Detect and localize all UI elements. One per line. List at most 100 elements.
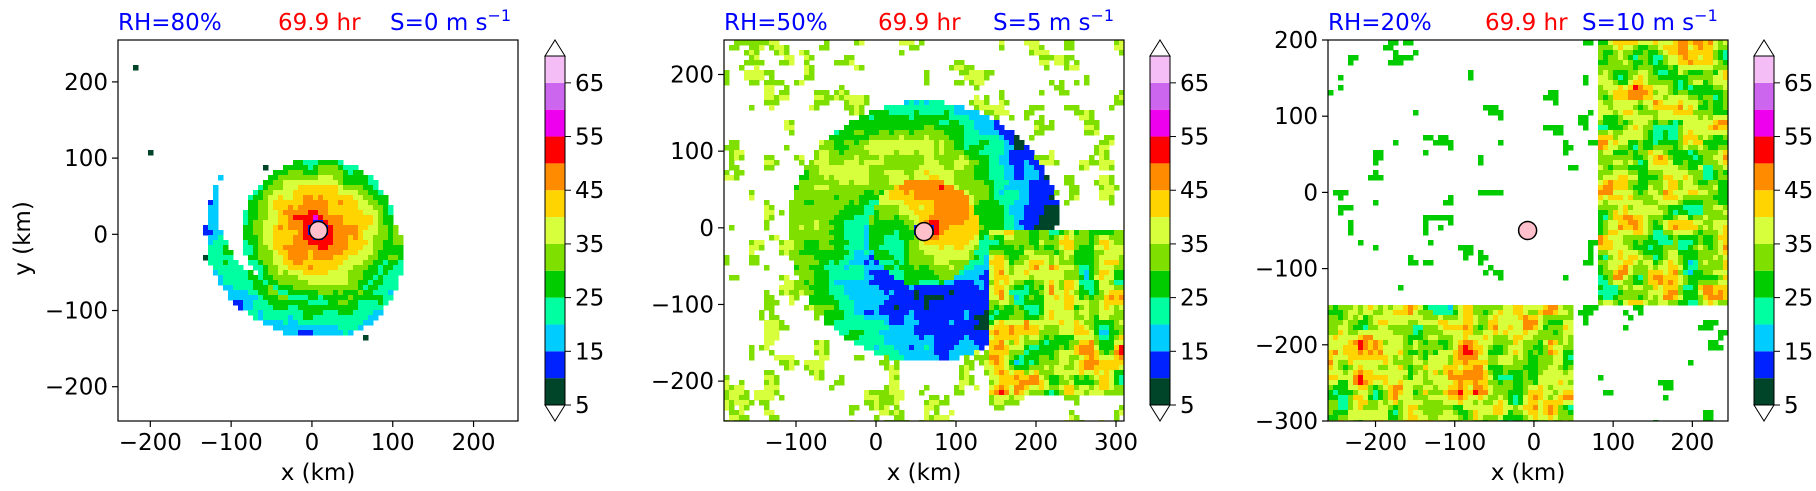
y-tick-label: −100 (651, 292, 714, 318)
storm-center-marker (914, 221, 934, 242)
colorbar-segment (1754, 351, 1774, 379)
x-tick-label: 100 (371, 430, 415, 456)
y-tick-label: 0 (699, 216, 714, 242)
storm-center-marker (308, 220, 329, 241)
colorbar-tick-label: 5 (1180, 393, 1195, 419)
x-axis-label: x (km) (1491, 460, 1566, 486)
y-tick-label: −100 (1255, 257, 1318, 283)
colorbar-segment (545, 82, 565, 110)
storm-center-marker (1517, 220, 1538, 241)
colorbar-extend-max (544, 39, 566, 57)
y-tick-label: 200 (1274, 28, 1318, 54)
colorbar-segment (545, 270, 565, 298)
colorbar-tick-label: 55 (1784, 125, 1813, 151)
reflectivity-field (118, 40, 518, 421)
x-tick-label: −100 (764, 430, 827, 456)
y-tick-label: −100 (45, 299, 108, 325)
colorbar-tick-label: 65 (1180, 71, 1209, 97)
title-time: 69.9 hr (1485, 10, 1568, 36)
axes-frame (723, 39, 1125, 422)
colorbar-tick-label: 45 (575, 178, 604, 204)
y-tick-label: −300 (1255, 409, 1318, 435)
colorbar-segment (545, 297, 565, 325)
colorbar-extend-min (1149, 404, 1171, 422)
x-axis-label: x (km) (281, 460, 356, 486)
colorbar-tick-label: 65 (575, 71, 604, 97)
title-shear: S=0 m s−1 (390, 6, 511, 36)
colorbar: 5 15 25 35 45 55 65 (1753, 39, 1813, 422)
colorbar-segment (545, 136, 565, 164)
colorbar-segment (1150, 270, 1170, 298)
colorbar-tick-label: 55 (1180, 125, 1209, 151)
y-tick-label: 100 (64, 146, 108, 172)
colorbar-tick-label: 15 (575, 339, 604, 365)
panel-2: −100 0 100 200 300 −200 −100 0 100 200 x (km) RH=50… (651, 6, 1209, 486)
colorbar-segment (1754, 190, 1774, 218)
colorbar-segment (545, 378, 565, 405)
colorbar-segment (1150, 351, 1170, 379)
colorbar-segment (545, 324, 565, 352)
axes-frame (1327, 39, 1729, 422)
colorbar-extend-min (544, 404, 566, 422)
colorbar-tick-label: 65 (1784, 71, 1813, 97)
colorbar-segment (545, 56, 565, 83)
panel-3: −200 −100 0 100 200 −300 −200 −100 0 100 200 x (km)… (1255, 6, 1813, 486)
colorbar-segment (1754, 270, 1774, 298)
title-shear: S=10 m s−1 (1582, 6, 1718, 36)
colorbar-tick-label: 35 (1784, 232, 1813, 258)
title-rh: RH=20% (1328, 10, 1432, 36)
axes-frame (117, 39, 519, 422)
colorbar-segment (1150, 136, 1170, 164)
y-tick-label: 200 (670, 62, 714, 88)
x-tick-label: 200 (1014, 430, 1058, 456)
colorbar-segment (545, 163, 565, 191)
x-tick-label: −100 (200, 430, 263, 456)
colorbar-segment (1754, 324, 1774, 352)
colorbar-segment (1150, 297, 1170, 325)
x-axis-label: x (km) (887, 460, 962, 486)
colorbar-segment (1754, 163, 1774, 191)
y-tick-label: 0 (93, 222, 108, 248)
y-tick-label: −200 (45, 375, 108, 401)
x-tick-label: −200 (1344, 430, 1407, 456)
title-rh: RH=80% (118, 10, 222, 36)
x-tick-label: 200 (452, 430, 496, 456)
y-tick-label: −200 (1255, 333, 1318, 359)
colorbar-tick-label: 25 (1784, 286, 1813, 312)
colorbar-segment (1150, 324, 1170, 352)
x-tick-label: 100 (1591, 430, 1635, 456)
y-tick-label: 100 (670, 139, 714, 165)
colorbar-tick-label: 25 (575, 286, 604, 312)
colorbar: 5 15 25 35 45 55 65 (544, 39, 604, 422)
colorbar-tick-label: 35 (1180, 232, 1209, 258)
colorbar-segment (1150, 243, 1170, 271)
colorbar-extend-max (1149, 39, 1171, 57)
colorbar-segment (545, 243, 565, 271)
colorbar-segment (1150, 378, 1170, 405)
y-axis-label: y (km) (10, 201, 36, 276)
colorbar-segment (1150, 163, 1170, 191)
title-shear: S=5 m s−1 (993, 6, 1114, 36)
y-tick-label: −200 (651, 369, 714, 395)
colorbar-segment (1150, 190, 1170, 218)
y-tick-label: 100 (1274, 104, 1318, 130)
colorbar-extend-max (1753, 39, 1775, 57)
colorbar-segment (545, 217, 565, 244)
y-tick-label: 0 (1303, 180, 1318, 206)
x-tick-label: 0 (1527, 430, 1542, 456)
colorbar-tick-label: 5 (1784, 393, 1799, 419)
colorbar-segment (1150, 82, 1170, 110)
colorbar-segment (545, 109, 565, 137)
y-tick-label: 200 (64, 70, 108, 96)
x-tick-label: 100 (934, 430, 978, 456)
x-tick-label: 200 (1670, 430, 1714, 456)
title-time: 69.9 hr (278, 10, 361, 36)
title-time: 69.9 hr (878, 10, 961, 36)
colorbar-segment (1150, 109, 1170, 137)
colorbar-tick-label: 25 (1180, 286, 1209, 312)
colorbar-segment (1150, 56, 1170, 83)
colorbar-tick-label: 15 (1784, 339, 1813, 365)
x-tick-label: 0 (869, 430, 884, 456)
colorbar: 5 15 25 35 45 55 65 (1149, 39, 1209, 422)
x-tick-label: 300 (1094, 430, 1138, 456)
